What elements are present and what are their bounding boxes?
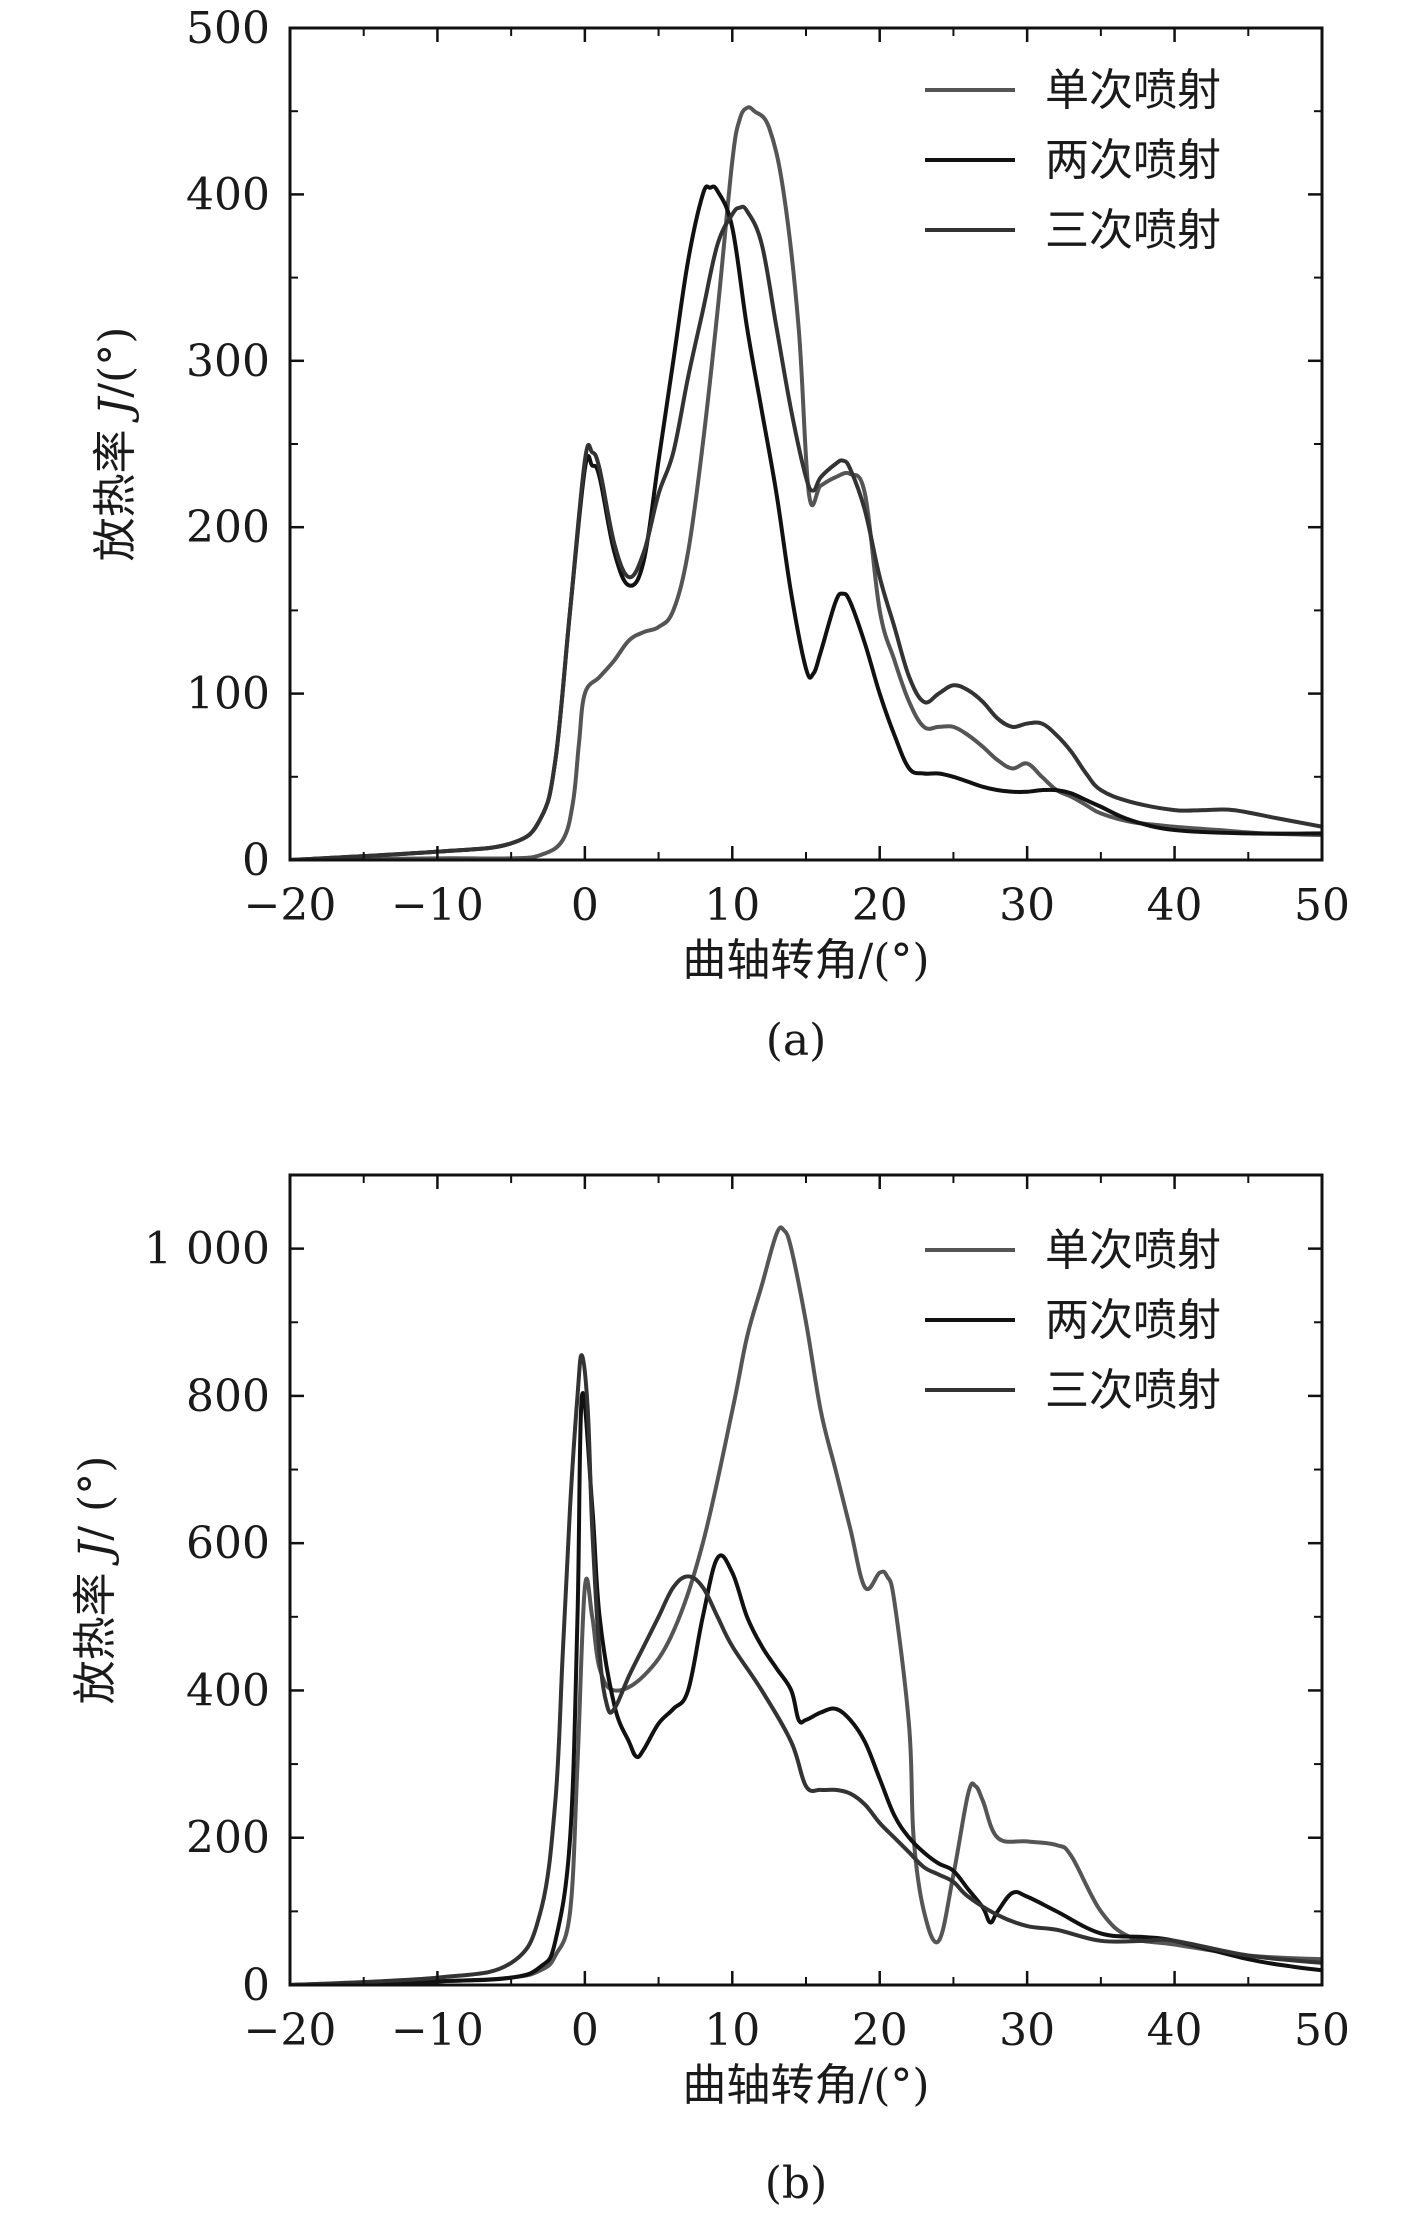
panel-a-y-axis-title: 放热率 J/(°)	[90, 327, 141, 562]
panel-b-x-tick-label: −10	[391, 2005, 484, 2056]
panel-a-x-tick-label: 0	[571, 880, 599, 931]
panel-b-y-axis-title: 放热率 J/ (°)	[70, 1456, 121, 1705]
panel-b-y-tick-label: 600	[186, 1518, 270, 1569]
panel-a-x-tick-label: 20	[852, 880, 908, 931]
panel-b-panel-label: (b)	[765, 2158, 828, 2209]
panel-b-x-axis-title: 曲轴转角/(°)	[682, 2060, 929, 2111]
panel-b-legend-label-2: 两次喷射	[1045, 1295, 1221, 1346]
panel-b-y-tick-label: 200	[186, 1813, 270, 1864]
panel-b-x-tick-label: 0	[571, 2005, 599, 2056]
panel-b-x-tick-label: −20	[244, 2005, 337, 2056]
panel-a-series-line-2	[290, 184, 1322, 860]
panel-a-y-tick-label: 200	[186, 502, 270, 553]
panel-a-x-axis-title: 曲轴转角/(°)	[682, 935, 929, 986]
panel-b-x-tick-label: 30	[999, 2005, 1055, 2056]
panel-b-legend-label-1: 单次喷射	[1045, 1225, 1221, 1276]
panel-b-x-tick-label: 10	[704, 2005, 760, 2056]
panel-a-legend-label-2: 两次喷射	[1045, 135, 1221, 186]
panel-a-series-line-1	[290, 105, 1322, 860]
panel-a-x-tick-label: 40	[1147, 880, 1203, 931]
panel-a-legend-label-3: 三次喷射	[1045, 205, 1221, 256]
panel-b-x-tick-label: 50	[1294, 2005, 1350, 2056]
panel-b-y-tick-label: 400	[186, 1665, 270, 1716]
panel-b-y-tick-label: 800	[186, 1371, 270, 1422]
panel-a-series-line-3	[290, 204, 1322, 860]
panel-a-panel-label: (a)	[766, 1015, 827, 1066]
panel-a-x-tick-label: −20	[244, 880, 337, 931]
panel-a-y-tick-label: 400	[186, 169, 270, 220]
panel-a-x-tick-label: 50	[1294, 880, 1350, 931]
panel-b-x-tick-label: 20	[852, 2005, 908, 2056]
panel-a-y-tick-label: 500	[186, 3, 270, 54]
panel-a-y-tick-label: 100	[186, 669, 270, 720]
panel-b-chart: −20 −10 0 10 20 30 40 50 0 200 400 600 800 1 000 曲轴转角/…	[70, 1173, 1350, 2209]
panel-a-x-tick-label: 10	[704, 880, 760, 931]
panel-b-y-tick-label: 0	[242, 1960, 270, 2011]
panel-b-series-line-2	[290, 1391, 1322, 1985]
panel-a-y-tick-label: 300	[186, 336, 270, 387]
panel-b-x-tick-label: 40	[1147, 2005, 1203, 2056]
panel-a-y-tick-label: 0	[242, 835, 270, 886]
panel-a-legend-label-1: 单次喷射	[1045, 65, 1221, 116]
panel-b-legend-label-3: 三次喷射	[1045, 1365, 1221, 1416]
panel-b-y-tick-label: 1 000	[144, 1224, 270, 1275]
panel-a-x-tick-label: −10	[391, 880, 484, 931]
panel-a-x-tick-label: 30	[999, 880, 1055, 931]
panel-b-series-line-1	[290, 1225, 1322, 1985]
panel-b-series-line-3	[290, 1353, 1322, 1985]
panel-a-chart: −20 −10 0 10 20 30 40 500100200300400500曲轴转角/(°…	[90, 3, 1350, 1066]
